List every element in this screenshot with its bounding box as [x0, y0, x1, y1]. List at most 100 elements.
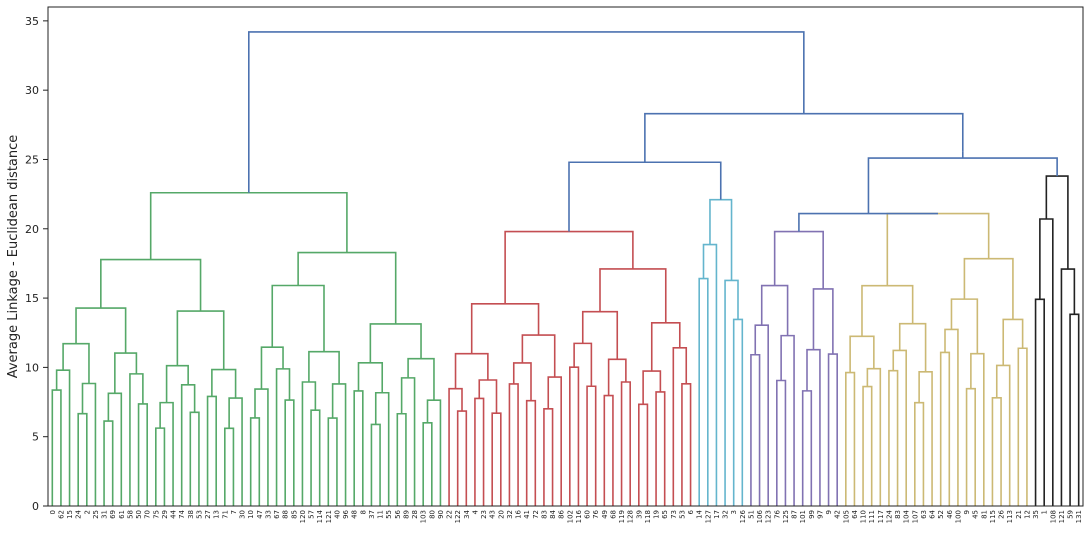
leaf-label: 96 [342, 509, 350, 518]
leaf-label: 24 [75, 509, 83, 518]
leaf-label: 19 [653, 510, 661, 519]
dendrogram-link [801, 390, 813, 506]
leaf-label: 9 [963, 510, 971, 514]
leaf-label: 1 [1041, 510, 1049, 514]
dendrogram-link [454, 352, 489, 389]
dendrogram-link [448, 387, 463, 506]
y-tick-label: 25 [25, 153, 39, 166]
leaf-label: 25 [92, 510, 100, 519]
dendrogram-link [702, 243, 718, 506]
dendrogram-link [573, 342, 593, 387]
leaf-label: 122 [454, 510, 462, 523]
y-tick-label: 20 [25, 223, 39, 236]
dendrogram-link [224, 427, 235, 506]
dendrogram-link [77, 412, 88, 506]
dendrogram-link [260, 346, 284, 390]
dendrogram-link [407, 357, 435, 401]
leaf-label: 61 [118, 510, 126, 519]
leaf-label: 20 [497, 510, 505, 519]
x-axis-leaf-labels: 0 62 15 24 2 25 31 69 61 58 50 70 75 29 44 74 38 53 27 13 71… [49, 509, 1083, 523]
dendrogram-link [754, 324, 769, 506]
dendrogram-link [543, 408, 554, 506]
dendrogram-link [504, 230, 634, 304]
leaf-label: 21 [1015, 510, 1023, 519]
dendrogram-link [211, 368, 237, 399]
dendrogram-link [798, 212, 938, 232]
leaf-label: 113 [1006, 510, 1014, 523]
dendrogram-link [861, 284, 914, 337]
leaf-label: 103 [420, 510, 428, 523]
leaf-label: 115 [989, 510, 997, 523]
dendrogram-link [103, 420, 114, 506]
dendrogram-link [100, 258, 202, 312]
leaf-label: 35 [1032, 510, 1040, 519]
dendrogram-link [780, 334, 795, 506]
leaf-label: 58 [126, 510, 134, 519]
leaf-label: 69 [109, 510, 117, 519]
dendrogram-link [310, 409, 321, 506]
dendrogram-link [1039, 218, 1054, 506]
dendrogram-link [599, 268, 667, 323]
leaf-label: 84 [549, 509, 557, 518]
leaf-label: 72 [532, 510, 540, 519]
leaf-label: 131 [1075, 510, 1083, 523]
leaf-label: 10 [247, 510, 255, 519]
leaf-label: 23 [480, 510, 488, 519]
leaf-label: 43 [489, 510, 497, 519]
leaf-label: 67 [273, 510, 281, 519]
dendrogram-link [374, 391, 390, 506]
dendrogram-link [370, 423, 381, 506]
dendrogram-link [888, 369, 899, 506]
leaf-label: 14 [696, 509, 704, 518]
leaf-label: 3 [730, 510, 738, 514]
dendrogram-link [898, 322, 927, 372]
leaf-label: 89 [402, 510, 410, 519]
dendrogram-link [970, 352, 985, 506]
leaf-label: 60 [584, 510, 592, 519]
leaf-label: 102 [566, 510, 574, 523]
leaf-label: 15 [66, 510, 74, 519]
leaf-label: 28 [411, 510, 419, 519]
dendrogram-link [773, 230, 824, 289]
leaf-label: 114 [316, 509, 324, 523]
dendrogram-link [521, 334, 556, 378]
leaf-label: 48 [351, 510, 359, 519]
dendrogram-link [129, 373, 144, 506]
leaf-label: 75 [152, 510, 160, 519]
dendrogram-link [189, 411, 200, 506]
dendrogram-link [176, 310, 225, 370]
leaf-label: 76 [592, 509, 600, 518]
dendrogram-link [849, 335, 875, 373]
leaf-label: 39 [635, 510, 643, 519]
dendrogram-link [950, 298, 979, 354]
dendrogram-link [470, 303, 540, 354]
dendrogram-link [159, 401, 174, 506]
leaf-label: 101 [799, 510, 807, 523]
dendrogram-link [655, 391, 666, 506]
leaf-label: 22 [446, 510, 454, 519]
leaf-label: 97 [816, 510, 824, 519]
dendrogram-link [478, 379, 498, 414]
leaf-label: 32 [722, 510, 730, 519]
dendrogram-link [939, 351, 951, 506]
dendrogram-link [1060, 268, 1076, 506]
leaf-label: 50 [135, 510, 143, 519]
leaf-label: 87 [791, 510, 799, 519]
dendrogram-link [456, 410, 468, 506]
dendrogram-link [750, 353, 761, 506]
leaf-label: 85 [290, 510, 298, 519]
leaf-label: 108 [1049, 510, 1057, 523]
leaf-label: 26 [998, 509, 1006, 518]
leaf-label: 64 [851, 509, 859, 518]
leaf-label: 110 [860, 510, 868, 523]
dendrogram-link [547, 376, 562, 506]
dendrogram-link [180, 384, 196, 506]
leaf-label: 53 [678, 510, 686, 519]
dendrogram-link [724, 279, 739, 506]
dendrogram-link [254, 388, 269, 506]
leaf-label: 100 [954, 510, 962, 523]
leaf-label: 68 [609, 510, 617, 519]
dendrogram-link [1045, 175, 1069, 270]
leaf-label: 107 [911, 510, 919, 523]
dendrogram-link [308, 350, 340, 384]
